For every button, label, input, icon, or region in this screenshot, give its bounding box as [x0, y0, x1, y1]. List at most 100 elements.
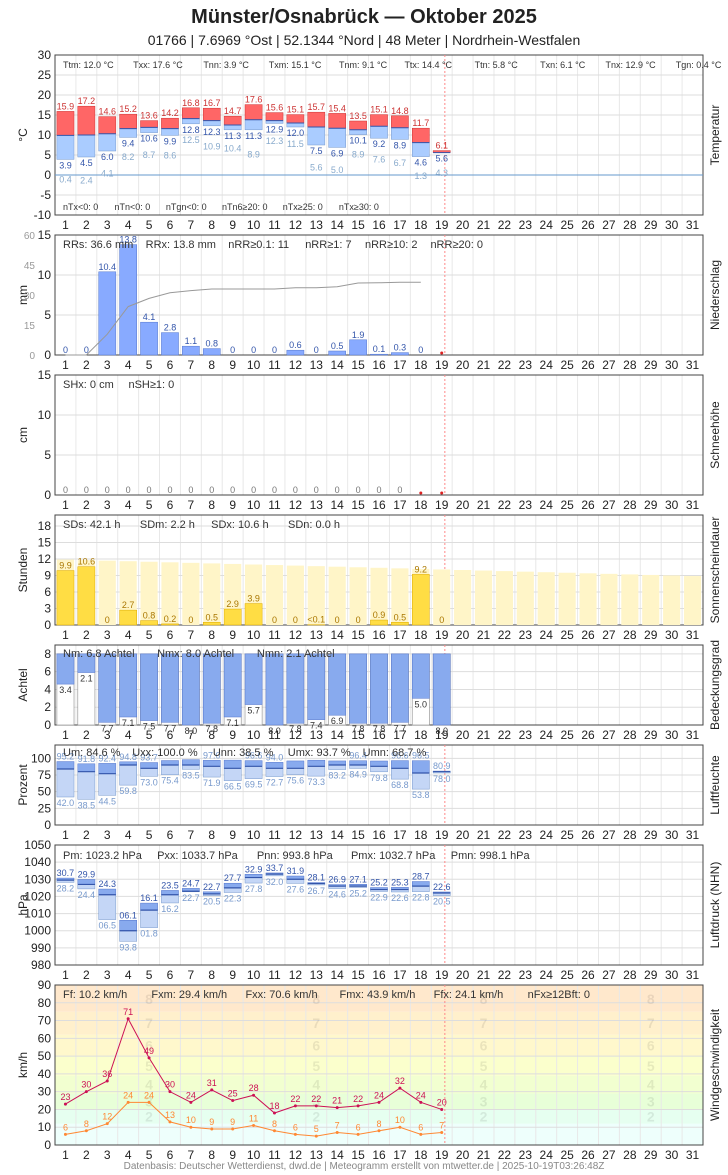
humidity-upper-bar	[98, 763, 117, 774]
temp-ground-min-label: 10.9	[203, 141, 221, 151]
x-tick-label: 7	[188, 1148, 195, 1162]
precip-label: 0.8	[206, 339, 219, 349]
x-tick-label: 20	[456, 1148, 470, 1162]
cloud-label: 8.0	[185, 726, 198, 736]
x-tick-label: 12	[289, 358, 303, 372]
cloud-bar	[432, 653, 451, 726]
x-tick-label: 20	[456, 968, 470, 982]
x-tick-label: 28	[623, 828, 637, 842]
panel-title: Windgeschwindigkeit	[708, 1008, 722, 1121]
mean-wind-point	[231, 1127, 235, 1131]
y-tick-label: -10	[34, 208, 52, 222]
sun-label: 9.2	[415, 564, 428, 574]
humidity-stat: Umn: 68.7 %	[363, 747, 427, 759]
x-tick-label: 14	[331, 498, 345, 512]
humidity-min-label: 71.9	[203, 778, 221, 788]
temp-max-label: 15.1	[287, 105, 305, 115]
x-tick-label: 18	[414, 498, 428, 512]
temp-max-bar	[244, 104, 263, 121]
x-tick-label: 25	[560, 218, 574, 232]
snow-label: 0	[251, 485, 256, 495]
footer-credits: Datenbasis: Deutscher Wetterdienst, dwd.…	[123, 1161, 605, 1172]
sun-label: 0.8	[143, 611, 156, 621]
temp-max-label: 14.2	[161, 108, 179, 118]
temp-max-bar	[161, 117, 179, 129]
x-tick-label: 4	[125, 498, 132, 512]
y-tick-label: 1040	[24, 855, 51, 869]
temp-min-label: 9.2	[373, 139, 386, 149]
temp-stat: nTgn<0: 0	[166, 202, 207, 212]
beaufort-number: 5	[647, 1058, 655, 1074]
cumulative-line	[65, 281, 421, 356]
pressure-min-label: 27.8	[245, 884, 263, 894]
beaufort-number: 6	[312, 1037, 320, 1053]
humidity-lower-bar	[56, 768, 75, 798]
page-title: Münster/Osnabrück — Oktober 2025	[191, 6, 537, 28]
sun-bar	[244, 603, 263, 626]
y-tick-label: 0	[44, 818, 51, 832]
pressure-stat: Pm: 1023.2 hPa	[63, 850, 143, 862]
temp-mean-bar	[77, 134, 96, 158]
y-tick-label: 5	[44, 308, 51, 322]
cloud-bar	[77, 653, 96, 673]
x-tick-label: 2	[83, 628, 90, 642]
sun-possible-bar	[600, 573, 618, 625]
x-tick-label: 13	[310, 828, 324, 842]
x-tick-label: 28	[623, 628, 637, 642]
pressure-lower-bar	[77, 884, 96, 890]
temp-min-label: 9.4	[122, 138, 135, 148]
cloud-bar	[265, 653, 284, 726]
y-tick-label: 15	[38, 368, 52, 382]
y-tick-label: 990	[31, 941, 51, 955]
humidity-max-label: 91.8	[78, 754, 96, 764]
pressure-max-label: 22.6	[433, 882, 451, 892]
x-tick-label: 22	[498, 628, 512, 642]
x-tick-label: 2	[83, 1148, 90, 1162]
precip-label: 0	[272, 345, 277, 355]
precip-label: 0.6	[289, 340, 302, 350]
pressure-upper-bar	[140, 902, 158, 911]
x-tick-label: 30	[665, 968, 679, 982]
gust-label: 71	[123, 1007, 133, 1017]
y-tick-label: 1050	[24, 838, 51, 852]
precip-stat: nRR≥10: 2	[365, 239, 418, 251]
x-tick-label: 5	[146, 828, 153, 842]
x-tick-label: 15	[351, 218, 365, 232]
cloud-bar	[182, 653, 200, 726]
panel-windgeschwindigkeit: 0 10 20 30 40 50 60 70 80 90 km/h Windgeschwindigke…	[16, 978, 722, 1162]
x-tick-label: 17	[393, 828, 407, 842]
temp-min-label: 12.9	[266, 124, 284, 134]
x-tick-label: 16	[372, 728, 386, 742]
x-tick-label: 11	[268, 218, 281, 232]
pressure-max-label: 25.3	[391, 877, 409, 887]
pressure-lower-bar	[286, 879, 305, 884]
x-tick-label: 2	[83, 498, 90, 512]
pressure-lower-bar	[411, 885, 430, 892]
x-tick-label: 14	[331, 358, 345, 372]
temp-min-label: 5.6	[435, 154, 448, 164]
mean-wind-point	[147, 1100, 151, 1104]
panel-frame	[54, 744, 704, 826]
temp-max-bar	[286, 114, 305, 124]
humidity-upper-bar	[56, 761, 75, 770]
temp-mean-bar	[56, 135, 75, 160]
temp-max-bar	[77, 105, 96, 136]
x-tick-label: 24	[540, 1148, 554, 1162]
humidity-lower-bar	[202, 766, 221, 778]
x-tick-label: 11	[268, 1148, 281, 1162]
gust-label: 30	[165, 1080, 175, 1090]
x-tick-label: 4	[125, 728, 132, 742]
cloud-label: 7.7	[394, 723, 407, 733]
precip-bar	[349, 339, 367, 356]
pressure-upper-bar	[119, 920, 137, 931]
cloud-label: 7.5	[143, 722, 156, 732]
temp-ground-min-label: 5.6	[310, 163, 323, 173]
cloud-label: 7.7	[164, 723, 177, 733]
y-tick-label: 10	[38, 1120, 52, 1134]
beaufort-number: 2	[647, 1109, 655, 1125]
humidity-min-label: 73.3	[308, 777, 326, 787]
x-tick-label: 27	[602, 218, 616, 232]
humidity-min-label: 69.5	[245, 780, 263, 790]
